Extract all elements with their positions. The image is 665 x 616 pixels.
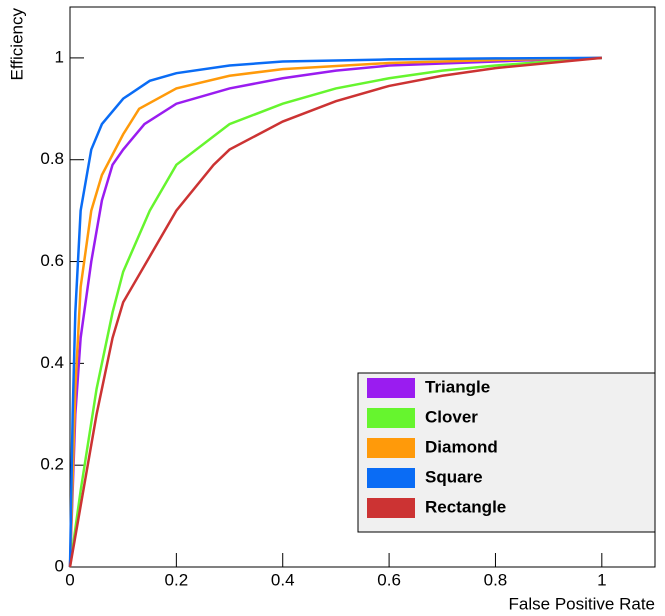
y-tick-label: 0.4 (40, 353, 64, 372)
x-tick-label: 1 (597, 570, 606, 589)
legend-label: Diamond (425, 437, 498, 456)
x-axis-title: False Positive Rate (509, 594, 655, 613)
x-tick-label: 0.4 (271, 570, 295, 589)
x-tick-label: 0.2 (165, 570, 189, 589)
y-tick-label: 1 (55, 47, 64, 66)
y-tick-label: 0.6 (40, 251, 64, 270)
x-tick-label: 0.8 (484, 570, 508, 589)
legend-label: Rectangle (425, 497, 506, 516)
roc-curve (68, 56, 602, 568)
y-tick-label: 0.2 (40, 455, 64, 474)
legend-label: Square (425, 467, 483, 486)
x-tick-label: 0 (65, 570, 74, 589)
y-axis-title: Efficiency (7, 8, 26, 81)
roc-curve (68, 56, 602, 568)
legend-label: Clover (425, 407, 478, 426)
legend-swatch (367, 468, 415, 488)
y-tick-label: 0.8 (40, 149, 64, 168)
legend-swatch (367, 378, 415, 398)
legend-swatch (367, 498, 415, 518)
legend-label: Triangle (425, 377, 490, 396)
x-tick-label: 0.6 (377, 570, 401, 589)
legend-swatch (367, 438, 415, 458)
legend-swatch (367, 408, 415, 428)
roc-curve (68, 56, 602, 568)
y-tick-label: 0 (55, 556, 64, 575)
roc-curve (68, 56, 602, 568)
roc-curve (68, 56, 602, 568)
